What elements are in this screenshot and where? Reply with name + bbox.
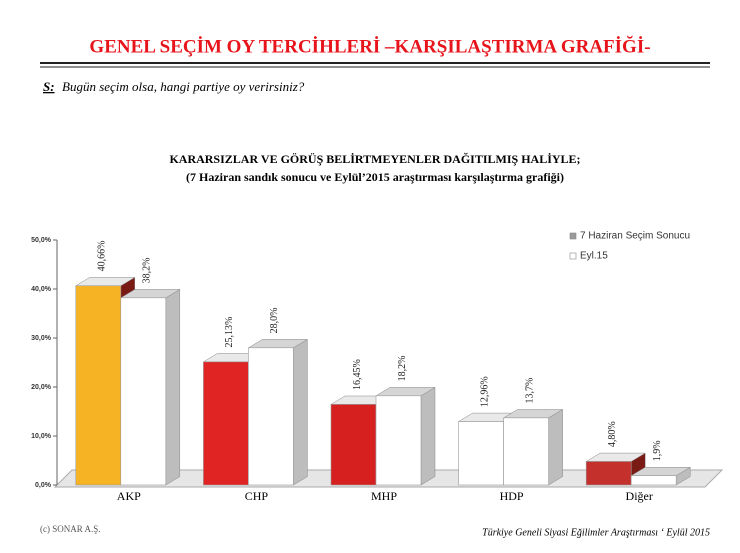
value-label: 16,45% <box>352 359 363 390</box>
bar-side <box>165 288 181 486</box>
bar <box>375 395 422 486</box>
y-tick-label: 20,0% <box>31 384 52 391</box>
value-label: 18,2% <box>397 356 408 382</box>
question: Bugün seçim olsa, hangi partiye oy verir… <box>62 79 305 94</box>
bar-side <box>548 409 563 486</box>
legend-swatch <box>569 232 577 240</box>
chart-subtitle: (7 Haziran sandık sonucu ve Eylül’2015 a… <box>186 170 564 184</box>
bar <box>75 285 122 486</box>
bar <box>248 347 294 486</box>
bar <box>330 404 377 486</box>
value-label: 40,66% <box>97 241 108 272</box>
question-label: S: <box>43 79 55 94</box>
x-tick-label: HDP <box>500 489 524 503</box>
legend-label: 7 Haziran Seçim Sonucu <box>580 231 690 242</box>
bar <box>503 417 549 486</box>
y-tick-label: 30,0% <box>31 335 52 342</box>
value-label: 25,13% <box>224 317 235 348</box>
bar-side <box>293 338 308 486</box>
bar-side <box>420 386 436 486</box>
y-tick-label: 10,0% <box>31 433 52 440</box>
footer-left: (c) SONAR A.Ş. <box>40 524 101 534</box>
x-tick-label: MHP <box>371 489 397 503</box>
legend-label: Eyl.15 <box>580 251 608 262</box>
value-label: 12,96% <box>479 376 490 407</box>
x-tick-label: AKP <box>117 489 141 503</box>
x-tick-label: CHP <box>245 489 269 503</box>
chart-title: KARARSIZLAR VE GÖRÜŞ BELİRTMEYENLER DAĞI… <box>169 152 580 166</box>
bar <box>630 475 677 486</box>
value-label: 38,2% <box>142 258 153 284</box>
footer-right: Türkiye Geneli Siyasi Eğilimler Araştırm… <box>482 527 710 538</box>
bar <box>585 461 632 486</box>
y-tick-label: 40,0% <box>31 286 52 293</box>
x-tick-label: Diğer <box>626 489 653 503</box>
value-label: 1,9% <box>652 440 663 461</box>
y-tick-label: 0,0% <box>35 482 52 489</box>
value-label: 4,80% <box>607 421 618 447</box>
value-label: 28,0% <box>269 308 280 334</box>
legend-swatch <box>569 252 577 260</box>
bar <box>203 361 249 486</box>
y-tick-label: 50,0% <box>31 237 52 244</box>
bar <box>120 297 167 486</box>
bar <box>458 421 504 486</box>
value-label: 13,7% <box>524 378 535 404</box>
slide-title: GENEL SEÇİM OY TERCİHLERİ –KARŞILAŞTIRMA… <box>89 35 650 57</box>
